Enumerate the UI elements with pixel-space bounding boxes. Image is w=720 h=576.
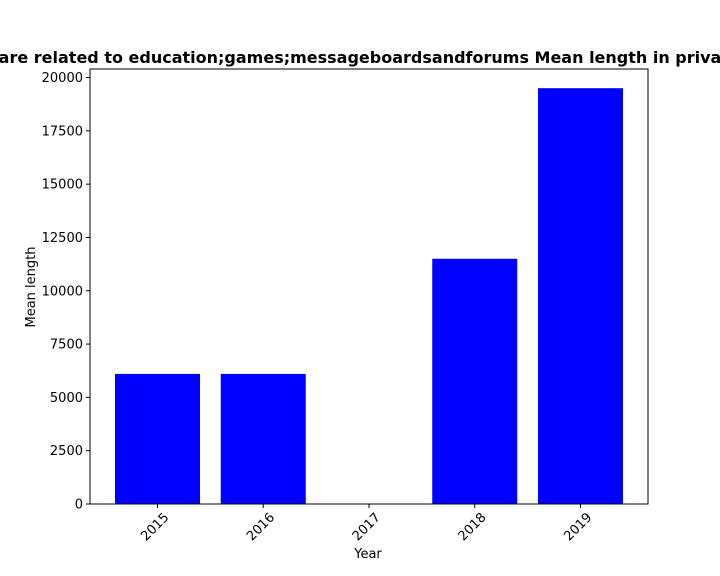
y-tick-label: 0 bbox=[75, 498, 83, 513]
y-tick-label: 10000 bbox=[42, 284, 83, 299]
bar-2015 bbox=[115, 373, 200, 504]
x-tick-label: 2019 bbox=[561, 510, 595, 544]
y-tick-label: 17500 bbox=[42, 124, 83, 139]
x-tick-label: 2016 bbox=[244, 510, 278, 544]
bars bbox=[115, 88, 623, 505]
y-tick-label: 2500 bbox=[50, 444, 83, 459]
y-tick-label: 5000 bbox=[50, 391, 83, 406]
bar-2016 bbox=[220, 373, 306, 504]
x-axis-label: Year bbox=[353, 547, 382, 562]
y-axis-ticks: 0 2500 5000 7500 10000 12500 15000 17500 20000 bbox=[42, 71, 90, 513]
bar-2019 bbox=[538, 88, 623, 505]
x-tick-label: 2017 bbox=[350, 510, 384, 544]
x-tick-label: 2018 bbox=[456, 510, 490, 544]
y-axis-label: Mean length bbox=[24, 247, 39, 328]
y-tick-label: 7500 bbox=[50, 338, 83, 353]
y-tick-label: 12500 bbox=[42, 231, 83, 246]
y-tick-label: 15000 bbox=[42, 178, 83, 193]
y-tick-label: 20000 bbox=[42, 71, 83, 86]
plot-frame bbox=[89, 68, 649, 505]
x-axis-ticks: 2015 2016 2017 2018 2019 bbox=[138, 504, 595, 544]
chart-title: are related to education;games;messagebo… bbox=[0, 48, 720, 67]
x-tick-label: 2015 bbox=[138, 510, 172, 544]
bar-2018 bbox=[432, 258, 518, 504]
